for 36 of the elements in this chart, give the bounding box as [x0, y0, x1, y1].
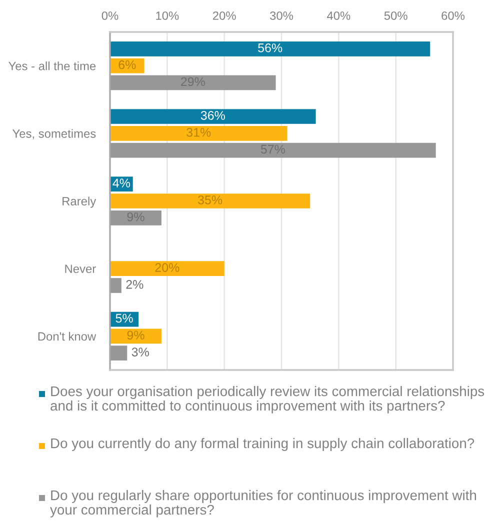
bar	[110, 261, 224, 276]
legend-label: Does your organisation periodically review its commercial relationships and is it committed to continuous improvement with its partners?	[50, 386, 484, 414]
data-label: 6%	[118, 60, 136, 70]
x-tick-label: 30%	[270, 11, 294, 20]
x-tick-label: 20%	[212, 11, 236, 20]
legend-label: Do you currently do any formal training in supply chain collaboration?	[51, 438, 474, 451]
x-tick-label: 0%	[102, 11, 118, 20]
data-label: 20%	[155, 263, 180, 272]
data-label: 2%	[126, 280, 144, 289]
data-label: 4%	[112, 178, 130, 188]
data-label: 3%	[132, 348, 149, 356]
y-tick-label: Never	[65, 264, 96, 274]
data-label: 5%	[116, 314, 133, 323]
data-label: 56%	[258, 43, 282, 52]
bar	[110, 142, 436, 158]
data-label: 31%	[186, 128, 211, 137]
x-tick-label: 10%	[156, 11, 179, 20]
bar	[110, 41, 430, 56]
x-tick-label: 50%	[384, 11, 408, 20]
y-tick-label: Yes, sometimes	[12, 129, 96, 140]
data-label: 35%	[198, 196, 222, 204]
y-tick-label: Don't know	[38, 332, 96, 341]
data-label: 36%	[200, 111, 225, 120]
bar	[110, 109, 316, 124]
x-tick-label: 40%	[326, 11, 350, 20]
bar	[110, 278, 122, 293]
bar	[110, 126, 288, 141]
x-tick-label: 60%	[442, 11, 465, 20]
y-tick-label: Rarely	[62, 196, 96, 208]
bar	[110, 75, 276, 90]
bar	[110, 346, 128, 361]
legend-label: Do you regularly share opportunities for continuous improvement with your commercial partners?	[50, 490, 476, 518]
bar	[110, 194, 310, 208]
data-label: 9%	[127, 330, 144, 340]
bar	[110, 210, 162, 226]
y-tick-label: Yes - all the time	[8, 61, 96, 70]
